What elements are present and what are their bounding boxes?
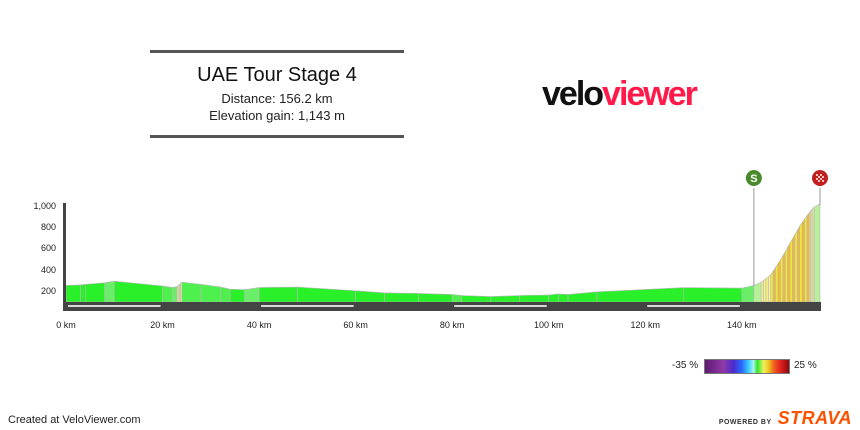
x-axis-stripe	[68, 305, 161, 307]
strava-logo: STRAVA	[777, 408, 852, 428]
checkered-square	[820, 178, 822, 180]
profile-segment	[801, 218, 805, 303]
profile-segment	[461, 295, 492, 303]
powered-by-label: POWERED BY	[718, 419, 772, 426]
profile-segment	[451, 294, 463, 303]
logo-velo: velo	[542, 75, 604, 113]
profile-segment	[519, 294, 550, 303]
x-tick-label: 80 km	[439, 320, 465, 330]
x-tick-label: 60 km	[343, 320, 368, 330]
checkered-square	[818, 176, 820, 178]
created-at-link[interactable]: Created at VeloViewer.com	[8, 414, 141, 426]
profile-segment	[763, 277, 767, 303]
divider-bottom	[150, 135, 404, 138]
profile-segment	[85, 282, 105, 303]
profile-segment	[777, 258, 781, 303]
x-axis-stripe	[647, 305, 740, 307]
checkered-square	[822, 180, 824, 182]
profile-segment	[775, 262, 779, 303]
x-axis-bar	[63, 302, 821, 311]
x-tick-label: 100 km	[533, 320, 564, 330]
elevation-gain-label: Elevation gain: 1,143 m	[209, 108, 345, 123]
profile-segment	[741, 285, 755, 303]
profile-segment	[200, 284, 221, 303]
gradient-color-scale	[704, 359, 790, 374]
powered-by-strava[interactable]: POWERED BY STRAVA	[719, 408, 852, 429]
legend-min-label: -35 %	[672, 360, 699, 371]
profile-segment	[384, 292, 419, 303]
profile-segment	[490, 295, 521, 303]
profile-segment	[558, 293, 569, 303]
y-tick-label: 800	[40, 222, 56, 233]
y-tick-label: 600	[40, 243, 56, 254]
x-axis-stripe	[454, 305, 547, 307]
profile-segment	[171, 286, 178, 303]
start-marker-icon[interactable]	[745, 170, 762, 186]
stage-title-box: UAE Tour Stage 4 Distance: 156.2 km Elev…	[150, 50, 404, 138]
profile-segment	[789, 237, 793, 303]
profile-segment	[804, 214, 808, 303]
checkered-square	[820, 174, 822, 176]
profile-segment	[258, 286, 299, 303]
divider-top	[150, 50, 404, 53]
checkered-square	[818, 180, 820, 182]
y-axis-line	[63, 203, 66, 311]
profile-segment	[297, 286, 356, 303]
profile-segment	[567, 291, 598, 303]
elevation-profile-svg: S	[63, 170, 828, 311]
y-tick-label: 1,000	[33, 201, 56, 211]
profile-segment	[784, 246, 788, 303]
legend-max-label: 25 %	[794, 360, 817, 371]
checkered-square	[816, 178, 818, 180]
profile-segment	[806, 211, 810, 303]
profile-segment	[797, 224, 801, 303]
stage-title: UAE Tour Stage 4	[197, 64, 357, 86]
veloviewer-logo: veloviewer	[542, 74, 698, 114]
profile-segment	[799, 221, 803, 303]
profile-segment	[104, 280, 115, 303]
profile-segment	[794, 229, 798, 303]
profile-segment	[65, 284, 81, 303]
profile-segment	[770, 270, 774, 303]
profile-segment	[753, 281, 762, 303]
profile-segment	[787, 241, 791, 303]
checkered-square	[816, 174, 818, 176]
y-tick-label: 400	[40, 264, 56, 275]
profile-segment	[792, 233, 796, 303]
profile-segment	[244, 287, 260, 303]
start-marker-letter: S	[750, 173, 757, 185]
profile-segment	[768, 274, 772, 303]
profile-segment	[596, 287, 685, 303]
profile-segment	[765, 276, 769, 303]
y-tick-label: 200	[40, 285, 56, 296]
profile-segment	[355, 290, 385, 303]
x-tick-label: 40 km	[246, 320, 272, 330]
profile-segment	[80, 284, 86, 303]
profile-segment	[220, 286, 231, 303]
profile-segment	[162, 285, 173, 303]
x-axis-stripe	[261, 305, 354, 307]
profile-segment	[813, 203, 821, 303]
profile-segment	[181, 281, 202, 303]
logo-viewer: viewer	[602, 75, 698, 113]
profile-segment	[229, 288, 245, 303]
elevation-profile-chart: S 200 400 600 800 1,000 0 km 20 km 40 km 60 km 8…	[33, 170, 828, 330]
distance-label: Distance: 156.2 km	[221, 91, 333, 106]
profile-segment	[760, 279, 764, 303]
checkered-square	[822, 176, 824, 178]
x-tick-label: 0 km	[56, 320, 76, 330]
profile-segment	[418, 293, 453, 303]
profile-segment	[548, 293, 559, 303]
profile-segment	[683, 287, 743, 303]
x-tick-label: 20 km	[150, 320, 175, 330]
profile-segment	[780, 254, 784, 303]
profile-segment	[772, 266, 776, 303]
x-tick-label: 120 km	[630, 320, 660, 330]
profile-segment	[113, 280, 163, 303]
x-tick-label: 140 km	[727, 320, 757, 330]
profile-segment	[782, 250, 786, 303]
